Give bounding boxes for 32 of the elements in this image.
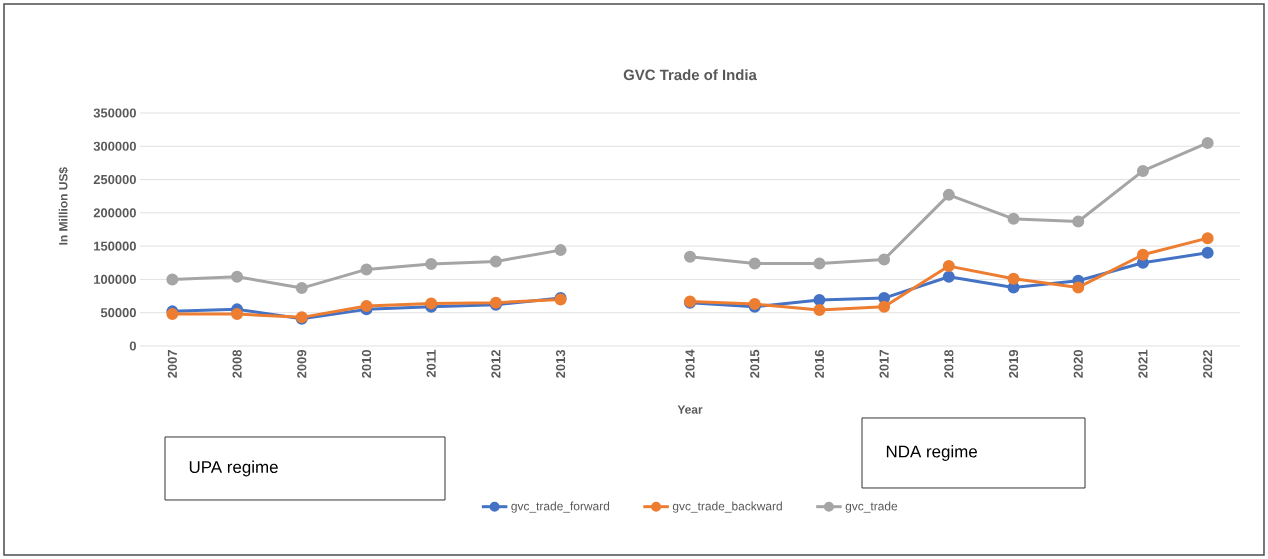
x-tick-label: 2017 [879,350,889,378]
x-tick-label: 2022 [1203,350,1213,378]
y-tick-label: 300000 [93,141,136,151]
x-tick-label: 2019 [1008,350,1019,378]
text: UPA regime [189,460,278,477]
x-tick-label: 2020 [1073,350,1083,378]
x-axis-title: Year [677,405,703,414]
y-tick-label: 150000 [94,241,136,251]
y-tick-label: 250000 [93,174,136,185]
x-tick-label: 2009 [297,350,307,378]
x-tick-label: 2016 [814,349,824,378]
text: NDA regime [886,445,977,461]
y-tick-label: 0 [129,341,136,351]
y-tick-label: 50000 [100,308,136,318]
x-tick-label: 2010 [361,350,372,378]
x-tick-label: 2018 [944,349,954,378]
x-tick-label: 2008 [232,349,242,378]
legend-label: gvc_trade_forward [511,501,610,513]
chart-title: GVC Trade of India [623,69,757,81]
y-tick-label: 350000 [93,108,136,118]
x-tick-label: 2014 [685,349,695,378]
y-axis-title: In Million US$ [58,167,69,245]
x-tick-label: 2021 [1138,349,1148,378]
legend-label: gvc_trade [845,501,898,513]
x-tick-label: 2012 [491,350,501,378]
legend-label: gvc_trade_backward [672,501,782,513]
y-tick-label: 100000 [94,274,136,284]
x-tick-label: 2007 [167,350,177,378]
x-tick-label: 2011 [426,349,436,378]
x-tick-label: 2013 [555,349,566,378]
x-tick-label: 2015 [750,349,760,378]
y-tick-label: 200000 [93,208,136,218]
